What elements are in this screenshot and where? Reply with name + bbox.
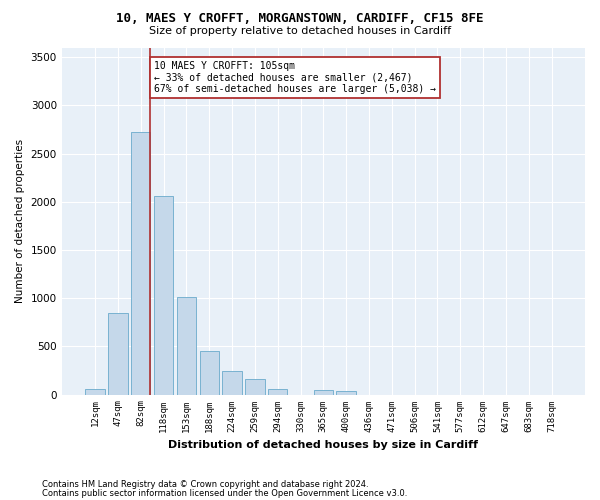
Bar bbox=[245, 379, 265, 394]
Text: Contains HM Land Registry data © Crown copyright and database right 2024.: Contains HM Land Registry data © Crown c… bbox=[42, 480, 368, 489]
Bar bbox=[223, 372, 242, 394]
Text: 10, MAES Y CROFFT, MORGANSTOWN, CARDIFF, CF15 8FE: 10, MAES Y CROFFT, MORGANSTOWN, CARDIFF,… bbox=[116, 12, 484, 26]
Y-axis label: Number of detached properties: Number of detached properties bbox=[15, 139, 25, 303]
Bar bbox=[85, 389, 105, 394]
Bar bbox=[131, 132, 151, 394]
Bar bbox=[337, 391, 356, 394]
Text: 10 MAES Y CROFFT: 105sqm
← 33% of detached houses are smaller (2,467)
67% of sem: 10 MAES Y CROFFT: 105sqm ← 33% of detach… bbox=[154, 61, 436, 94]
Bar bbox=[314, 390, 333, 394]
Bar bbox=[154, 196, 173, 394]
X-axis label: Distribution of detached houses by size in Cardiff: Distribution of detached houses by size … bbox=[169, 440, 478, 450]
Bar bbox=[108, 312, 128, 394]
Bar bbox=[177, 297, 196, 394]
Bar bbox=[200, 351, 219, 395]
Text: Size of property relative to detached houses in Cardiff: Size of property relative to detached ho… bbox=[149, 26, 451, 36]
Text: Contains public sector information licensed under the Open Government Licence v3: Contains public sector information licen… bbox=[42, 490, 407, 498]
Bar bbox=[268, 389, 287, 394]
